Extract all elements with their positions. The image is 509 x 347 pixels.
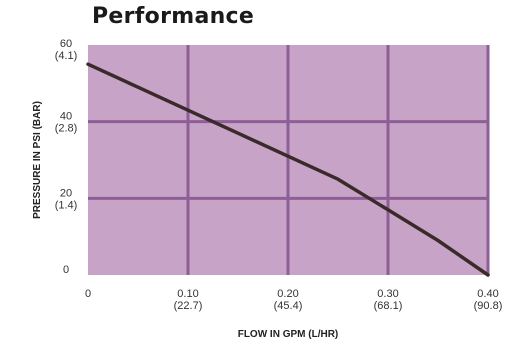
y-axis-title: PRESSURE IN PSI (BAR): [32, 101, 43, 219]
y-tick-sublabel: (2.8): [55, 123, 78, 135]
y-tick-label: 60: [60, 38, 72, 50]
x-tick-label: 0.40: [477, 288, 498, 300]
y-tick-label: 20: [60, 187, 72, 199]
x-tick-sublabel: (45.4): [274, 300, 303, 312]
x-tick-label: 0.20: [277, 288, 298, 300]
x-tick-label: 0.30: [377, 288, 398, 300]
y-tick-label: 40: [60, 111, 72, 123]
series-group: [86, 62, 490, 277]
x-tick-sublabel: (90.8): [474, 300, 503, 312]
x-tick-sublabel: (68.1): [374, 300, 403, 312]
y-tick-sublabel: (4.1): [55, 50, 78, 62]
x-tick-sublabel: (22.7): [174, 300, 203, 312]
tick-labels: 0 0.10(22.7) 0.20(45.4) 0.30(68.1) 0.40(90.8…: [55, 38, 503, 312]
x-tick-label: 0.10: [177, 288, 198, 300]
y-tick-label: 0: [63, 264, 69, 276]
series-line: [86, 62, 490, 277]
x-axis-title: FLOW IN GPM (L/HR): [238, 329, 339, 340]
y-tick-sublabel: (1.4): [55, 199, 78, 211]
x-tick-label: 0: [85, 288, 91, 300]
grid-lines: [88, 45, 490, 275]
chart-title: Performance: [92, 4, 255, 29]
